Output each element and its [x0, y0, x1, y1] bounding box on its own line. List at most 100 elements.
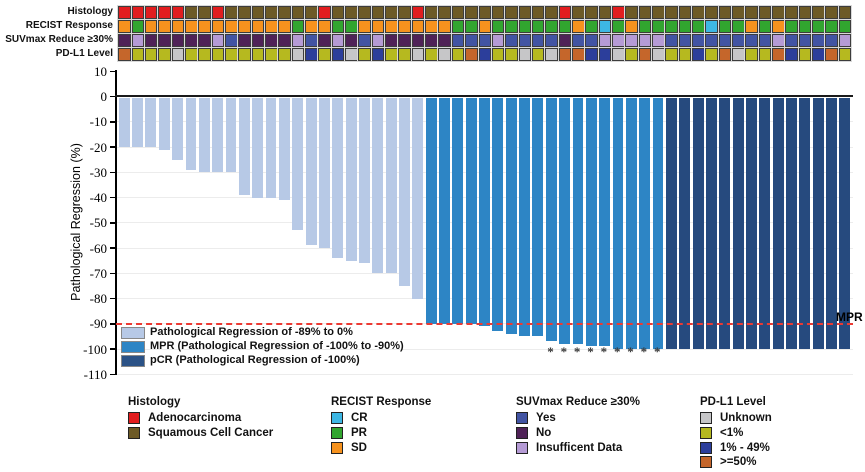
legend-item-label: Yes: [536, 412, 556, 424]
waterfall-bar: [705, 97, 717, 349]
legend-item-label: PR: [351, 426, 367, 439]
track-cell: [385, 48, 398, 61]
track-cell: [358, 6, 371, 19]
track-cell: [652, 6, 665, 19]
track-cell: [798, 34, 812, 47]
regression-legend-item: MPR (Pathological Regression of -100% to…: [121, 340, 451, 353]
track-cell: [758, 6, 772, 19]
significance-asterisk: *: [613, 344, 621, 359]
waterfall-bar: [505, 97, 517, 334]
track-cell: [798, 6, 812, 19]
track-cell: [678, 6, 692, 19]
waterfall-bar: [332, 97, 344, 259]
track-cell: [238, 34, 251, 47]
track-cell: [158, 20, 171, 33]
waterfall-bar: [559, 97, 571, 344]
waterfall-bar: [158, 97, 170, 150]
track-cell: [491, 48, 505, 61]
track-cell: [358, 34, 371, 47]
track-cell: [211, 6, 225, 19]
track-cell: [838, 34, 852, 47]
track-cell: [264, 34, 278, 47]
waterfall-bar: [652, 97, 664, 349]
track-cell: [318, 34, 331, 47]
y-tick-label: -30: [89, 164, 107, 180]
legend-item-label: Adenocarcinoma: [148, 412, 242, 424]
legend-swatch: [700, 441, 712, 454]
waterfall-bar: [826, 97, 837, 349]
significance-asterisk: *: [560, 344, 568, 359]
legend-item-label: Insufficent Data: [536, 441, 623, 454]
track-cell: [131, 20, 145, 33]
track-cell: [798, 20, 812, 33]
y-axis-tick: [110, 121, 115, 123]
y-axis-tick: [110, 297, 115, 300]
track-cell: [705, 6, 718, 19]
legend-swatch: [700, 426, 712, 439]
track-cell: [812, 6, 825, 19]
track-cell: [745, 6, 758, 19]
waterfall-bar: [759, 97, 771, 349]
track-cell: [678, 48, 692, 61]
waterfall-bar: [665, 97, 677, 349]
regression-legend-label: pCR (Pathological Regression of -100%): [150, 354, 360, 366]
track-cell: [345, 6, 358, 19]
track-cell: [318, 48, 331, 61]
track-cell: [158, 48, 171, 61]
y-axis-tick: [110, 222, 115, 224]
legend-item-label: SD: [351, 441, 367, 454]
track-cell: [491, 6, 505, 19]
y-tick-label: -20: [89, 139, 107, 155]
significance-asterisk: *: [600, 344, 608, 359]
waterfall-bar: [292, 97, 304, 231]
waterfall-bar: [465, 97, 477, 324]
waterfall-bar: [185, 97, 197, 170]
track-cell: [732, 34, 745, 47]
y-tick-label: -60: [89, 240, 107, 256]
track-cell: [478, 34, 492, 47]
track-cell: [732, 20, 745, 33]
track-cell: [611, 48, 625, 61]
track-cell: [198, 20, 211, 33]
track-label-1: Histology: [67, 6, 113, 17]
track-cell: [585, 20, 598, 33]
track-cell: [318, 20, 331, 33]
legend-swatch: [128, 426, 140, 439]
track-cell: [291, 48, 305, 61]
track-cell: [638, 6, 652, 19]
track-cell: [425, 20, 438, 33]
pcr-color-swatch: [121, 355, 145, 367]
waterfall-bar: [519, 97, 531, 337]
track-cell: [732, 48, 745, 61]
track-cell: [278, 48, 291, 61]
track-cell: [131, 6, 145, 19]
waterfall-bar: [625, 97, 637, 349]
track-cell: [238, 20, 251, 33]
track-cell: [598, 20, 612, 33]
track-cell: [625, 34, 638, 47]
waterfall-bar: [265, 97, 277, 198]
track-cell: [305, 6, 318, 19]
track-cell: [785, 20, 799, 33]
waterfall-bar: [746, 97, 757, 349]
legend-swatch: [331, 412, 343, 424]
legend-item-label: Squamous Cell Cancer: [148, 426, 274, 439]
track-cell: [545, 20, 558, 33]
mpr-color-swatch: [121, 341, 145, 353]
significance-asterisk: *: [547, 344, 554, 359]
track-cell: [238, 48, 251, 61]
track-cell: [611, 6, 625, 19]
waterfall-bar: [452, 97, 464, 324]
track-cell: [692, 48, 705, 61]
legend-swatch: [516, 441, 528, 454]
track-cell: [825, 34, 839, 47]
track-cell: [465, 34, 478, 47]
track-cell: [184, 48, 198, 61]
legend-item-label: No: [536, 426, 552, 439]
track-cell: [158, 6, 171, 19]
light-color-swatch: [121, 327, 145, 339]
track-cell: [331, 48, 345, 61]
track-cell: [425, 48, 438, 61]
legend-item-label: <1%: [720, 426, 744, 439]
y-axis-tick: [110, 272, 115, 274]
